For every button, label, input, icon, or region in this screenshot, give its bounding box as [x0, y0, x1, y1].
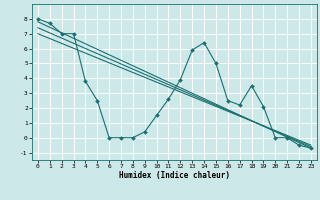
- X-axis label: Humidex (Indice chaleur): Humidex (Indice chaleur): [119, 171, 230, 180]
